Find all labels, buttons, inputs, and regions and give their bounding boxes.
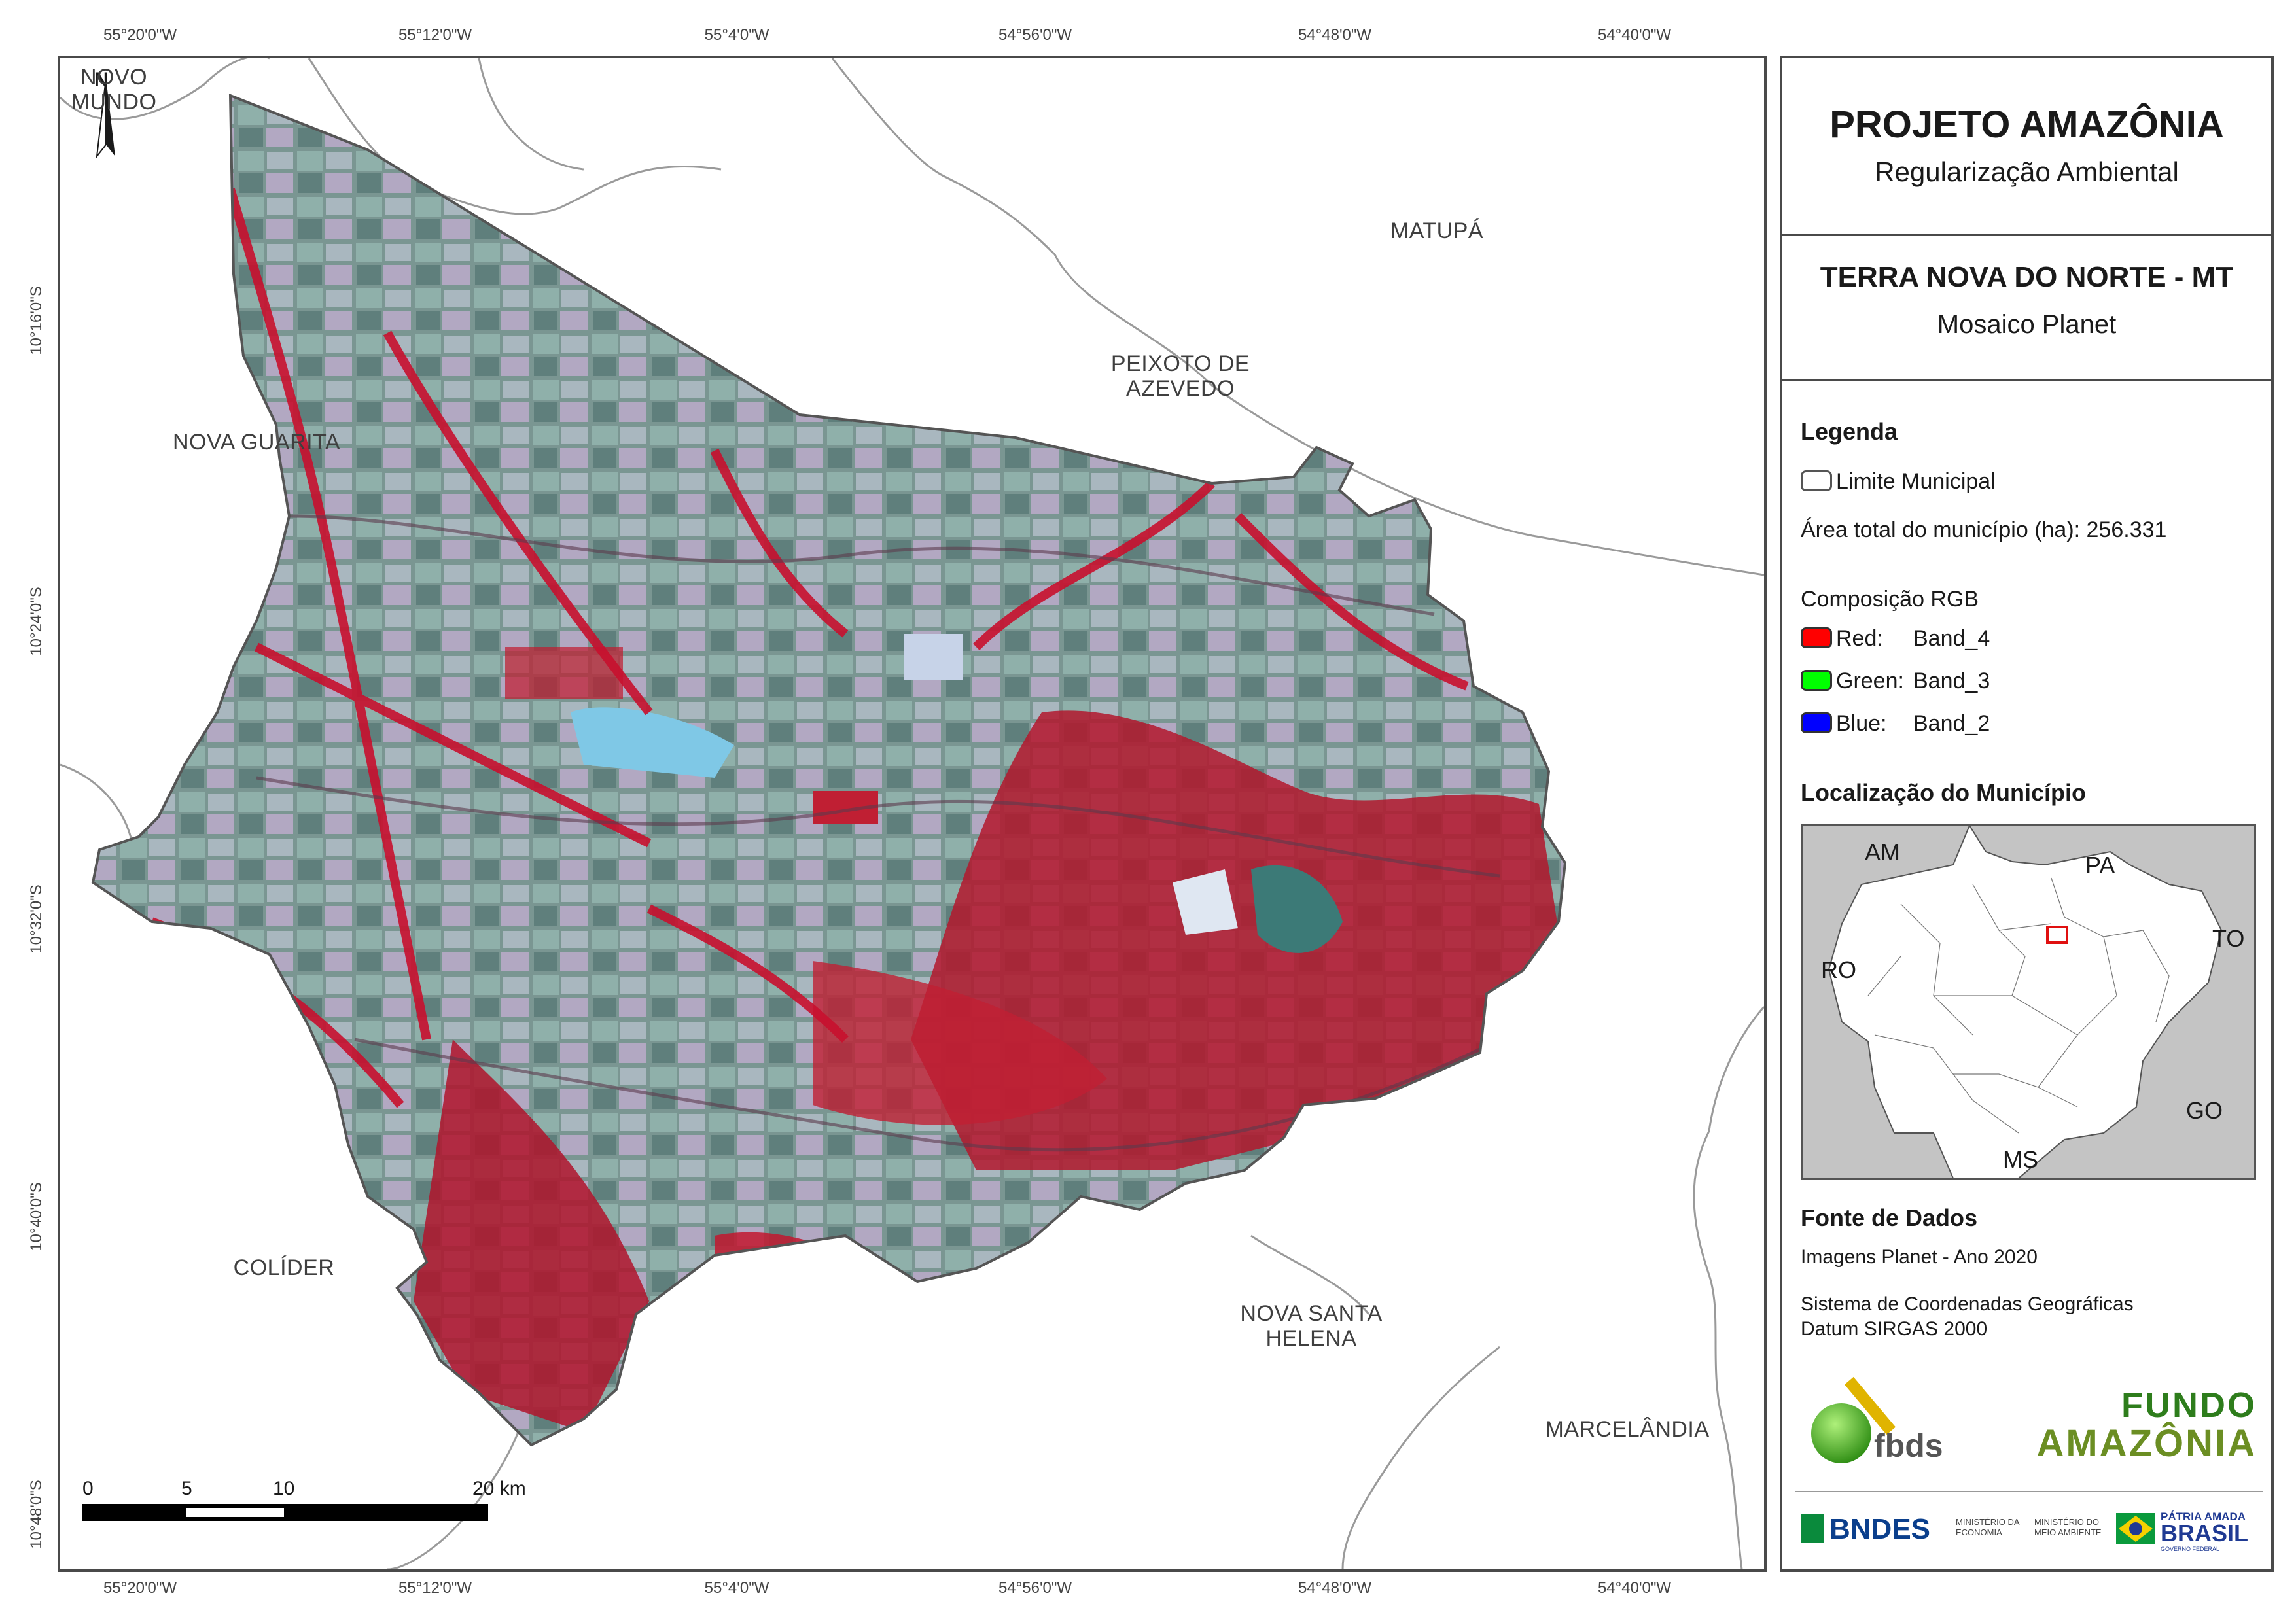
inset-state-pa: PA <box>2085 852 2115 879</box>
source-datum: Datum SIRGAS 2000 <box>1801 1318 1988 1340</box>
tick-bottom-3: 55°4'0"W <box>704 1579 769 1597</box>
separator <box>1782 234 2271 236</box>
legend-title: Legenda <box>1801 418 1898 445</box>
inset-state-ro: RO <box>1821 956 1856 983</box>
inset-svg <box>1828 826 2223 1178</box>
fbds-logo-icon <box>1811 1376 1896 1463</box>
rgb-red-channel: Red: <box>1836 626 1883 651</box>
satellite-mosaic <box>93 96 1565 1445</box>
inset-locator-map[interactable]: AM PA RO TO GO MS <box>1801 824 2256 1180</box>
rgb-blue-band: Band_2 <box>1913 711 1990 736</box>
info-panel: PROJETO AMAZÔNIA Regularização Ambiental… <box>1780 56 2274 1572</box>
label-matupa: MATUPÁ <box>1390 218 1484 243</box>
rgb-title: Composição RGB <box>1801 587 1979 612</box>
label-novo-mundo: NOVO MUNDO <box>71 65 157 114</box>
area-text: Área total do município (ha): 256.331 <box>1801 517 2167 542</box>
source-coordinates: Sistema de Coordenadas Geográficas <box>1801 1293 2134 1315</box>
tick-bottom-1: 55°20'0"W <box>103 1579 177 1597</box>
north-label: N <box>94 69 109 90</box>
map-frame[interactable]: N NOVO MUNDO MATUPÁ PEIXOTO DE AZEVEDO N… <box>58 56 1767 1572</box>
scale-label-20km: 20 km <box>472 1478 526 1499</box>
tick-top-2: 55°12'0"W <box>398 26 472 44</box>
label-peixoto-de-azevedo: PEIXOTO DE AZEVEDO <box>1110 351 1250 401</box>
scale-label-5: 5 <box>181 1478 192 1499</box>
rgb-red-band: Band_4 <box>1913 626 1990 651</box>
north-arrow-icon <box>96 77 115 159</box>
tick-bottom-4: 54°56'0"W <box>998 1579 1072 1597</box>
blue-swatch <box>1801 712 1832 733</box>
patria-line2: BRASIL <box>2161 1520 2248 1546</box>
tick-bottom-6: 54°40'0"W <box>1597 1579 1672 1597</box>
municipality-title: TERRA NOVA DO NORTE - MT <box>1820 261 2234 293</box>
inset-state-ms: MS <box>2003 1146 2038 1173</box>
label-nova-guarita: NOVA GUARITA <box>172 430 341 455</box>
label-colider: COLÍDER <box>233 1255 335 1280</box>
scale-bar <box>82 1504 488 1521</box>
bndes-logo: BNDES <box>1801 1512 1938 1548</box>
neighbour-boundaries <box>60 58 1764 1569</box>
label-nova-santa-helena: NOVA SANTA HELENA <box>1240 1301 1383 1351</box>
tick-top-3: 55°4'0"W <box>704 26 769 44</box>
municipal-boundary <box>91 94 1567 1447</box>
rgb-green-band: Band_3 <box>1913 669 1990 693</box>
project-subtitle: Regularização Ambiental <box>1875 156 2179 187</box>
sources-title: Fonte de Dados <box>1801 1204 1978 1231</box>
mosaic-label: Mosaico Planet <box>1937 310 2117 339</box>
tick-top-4: 54°56'0"W <box>998 26 1072 44</box>
tick-left-3: 10°32'0"S <box>27 884 45 954</box>
scale-label-0: 0 <box>82 1478 94 1499</box>
source-imagery: Imagens Planet - Ano 2020 <box>1801 1246 2038 1268</box>
green-swatch <box>1801 670 1832 691</box>
bndes-mark-icon <box>1801 1514 1824 1543</box>
fundo-text: FUNDO <box>2121 1386 2257 1425</box>
fundo-amazonia-logo: FUNDO AMAZÔNIA <box>1982 1386 2257 1465</box>
red-swatch <box>1801 627 1832 648</box>
tick-left-2: 10°24'0"S <box>27 587 45 656</box>
min-economia-logo: MINISTÉRIO DA ECONOMIA <box>1956 1517 2019 1537</box>
tick-left-1: 10°16'0"S <box>27 286 45 355</box>
tick-top-1: 55°20'0"W <box>103 26 177 44</box>
brazil-flag-icon <box>2116 1513 2155 1544</box>
min-meio-ambiente-logo: MINISTÉRIO DO MEIO AMBIENTE <box>2034 1517 2102 1537</box>
patria-amada-logo: PÁTRIA AMADA BRASIL GOVERNO FEDERAL <box>2116 1509 2257 1555</box>
tick-left-5: 10°48'0"S <box>27 1480 45 1549</box>
fbds-text: fbds <box>1874 1427 1943 1464</box>
project-title: PROJETO AMAZÔNIA <box>1829 103 2224 146</box>
tick-bottom-2: 55°12'0"W <box>398 1579 472 1597</box>
location-title: Localização do Município <box>1801 779 2087 806</box>
municipality-locator-box <box>2046 926 2068 944</box>
tick-top-6: 54°40'0"W <box>1597 26 1672 44</box>
tick-left-4: 10°40'0"S <box>27 1182 45 1251</box>
tick-bottom-5: 54°48'0"W <box>1298 1579 1372 1597</box>
label-marcelandia: MARCELÂNDIA <box>1545 1417 1710 1442</box>
amazonia-text: AMAZÔNIA <box>2036 1422 2257 1465</box>
tick-top-5: 54°48'0"W <box>1298 26 1372 44</box>
inset-state-am: AM <box>1865 839 1900 865</box>
rgb-green-channel: Green: <box>1836 669 1904 693</box>
inset-state-go: GO <box>2186 1097 2223 1124</box>
patria-line1: PÁTRIA AMADA <box>2161 1510 2246 1523</box>
rgb-blue-channel: Blue: <box>1836 711 1887 736</box>
map-canvas <box>60 58 1764 1569</box>
fbds-logo: fbds <box>1802 1373 1959 1465</box>
inset-state-to: TO <box>2212 925 2245 952</box>
logo-separator <box>1795 1491 2263 1492</box>
separator <box>1782 379 2271 381</box>
bndes-text: BNDES <box>1829 1513 1931 1545</box>
legend-limit: Limite Municipal <box>1836 469 1996 494</box>
patria-line3: GOVERNO FEDERAL <box>2161 1546 2220 1552</box>
limit-swatch <box>1801 470 1832 491</box>
scale-label-10: 10 <box>273 1478 295 1499</box>
